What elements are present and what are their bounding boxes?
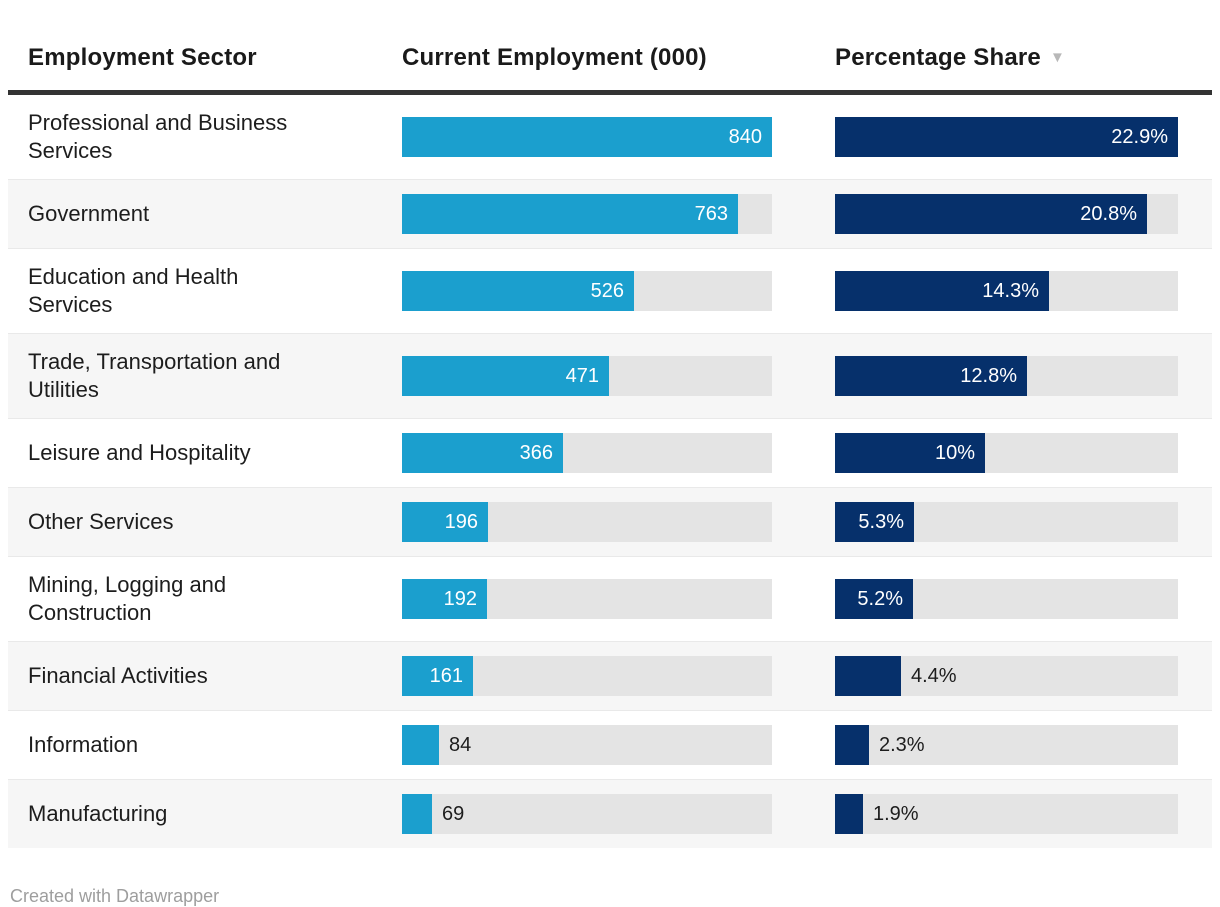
employment-bar-fill <box>402 579 487 619</box>
column-header-share[interactable]: Percentage Share ▼ <box>822 44 1212 72</box>
share-bar-track: 5.3% <box>835 502 1178 542</box>
share-bar-fill <box>835 433 985 473</box>
sort-desc-icon[interactable]: ▼ <box>1049 48 1066 66</box>
share-bar-value: 22.9% <box>1111 126 1168 148</box>
table-row: Leisure and Hospitality 366 10% <box>8 418 1212 487</box>
share-bar-track: 5.2% <box>835 579 1178 619</box>
employment-bar-fill <box>402 433 563 473</box>
table-row: Financial Activities 161 4.4% <box>8 641 1212 710</box>
employment-bar-value: 84 <box>449 734 472 756</box>
employment-bar-fill <box>402 656 473 696</box>
employment-bar-value: 763 <box>694 203 728 225</box>
share-bar-value: 2.3% <box>879 734 925 756</box>
table-row: Government 763 20.8% <box>8 179 1212 248</box>
employment-bar-track: 526 <box>402 271 772 311</box>
share-bar-track: 10% <box>835 433 1178 473</box>
employment-bar-value: 840 <box>728 126 762 148</box>
sector-label: Education and Health Services <box>28 264 239 317</box>
employment-bar-fill <box>402 356 609 396</box>
employment-bar-track: 366 <box>402 433 772 473</box>
table-row: Other Services 196 5.3% <box>8 487 1212 556</box>
share-bar-value: 5.2% <box>857 588 903 610</box>
table-row: Mining, Logging and Construction 192 5.2… <box>8 556 1212 641</box>
employment-bar-value: 471 <box>565 365 599 387</box>
sector-label: Information <box>28 732 139 757</box>
table-body: Professional and Business Services 840 2… <box>8 95 1212 848</box>
table-row: Information 84 2.3% <box>8 710 1212 779</box>
employment-bar-fill <box>402 502 488 542</box>
share-bar-track: 22.9% <box>835 117 1178 157</box>
share-bar-fill <box>835 271 1049 311</box>
share-bar-fill <box>835 656 901 696</box>
share-bar-fill <box>835 194 1147 234</box>
datawrapper-credit[interactable]: Created with Datawrapper <box>10 886 220 906</box>
employment-bar-track: 763 <box>402 194 772 234</box>
employment-bar-fill <box>402 117 772 157</box>
employment-bar-value: 196 <box>444 511 478 533</box>
table-row: Professional and Business Services 840 2… <box>8 95 1212 179</box>
sector-label: Government <box>28 201 150 226</box>
employment-bar-value: 192 <box>443 588 477 610</box>
employment-bar-track: 471 <box>402 356 772 396</box>
share-bar-fill <box>835 502 914 542</box>
table-header-row: Employment Sector Current Employment (00… <box>8 0 1212 95</box>
share-bar-track: 4.4% <box>835 656 1178 696</box>
employment-bar-track: 196 <box>402 502 772 542</box>
sector-label: Manufacturing <box>28 801 168 826</box>
employment-bar-fill <box>402 794 432 834</box>
sector-label: Leisure and Hospitality <box>28 440 251 465</box>
share-bar-fill <box>835 356 1027 396</box>
sector-label: Financial Activities <box>28 663 208 688</box>
sector-label: Professional and Business Services <box>28 110 288 163</box>
employment-table: Employment Sector Current Employment (00… <box>8 0 1212 848</box>
employment-bar-track: 84 <box>402 725 772 765</box>
employment-bar-value: 69 <box>442 803 465 825</box>
employment-bar-track: 840 <box>402 117 772 157</box>
share-bar-track: 1.9% <box>835 794 1178 834</box>
employment-bar-value: 161 <box>429 665 463 687</box>
sector-label: Mining, Logging and Construction <box>28 572 227 625</box>
share-bar-value: 4.4% <box>911 665 957 687</box>
employment-bar-track: 192 <box>402 579 772 619</box>
employment-bar-fill <box>402 194 738 234</box>
employment-bar-fill <box>402 725 439 765</box>
share-bar-value: 12.8% <box>960 365 1017 387</box>
share-bar-value: 20.8% <box>1080 203 1137 225</box>
share-bar-value: 1.9% <box>873 803 919 825</box>
sector-label: Other Services <box>28 509 174 534</box>
share-bar-fill <box>835 725 869 765</box>
share-bar-value: 5.3% <box>858 511 904 533</box>
share-bar-value: 14.3% <box>982 280 1039 302</box>
column-header-share-label: Percentage Share <box>835 44 1041 71</box>
employment-bar-track: 161 <box>402 656 772 696</box>
share-bar-fill <box>835 794 863 834</box>
column-header-employment[interactable]: Current Employment (000) <box>402 44 707 71</box>
share-bar-fill <box>835 117 1178 157</box>
column-header-sector[interactable]: Employment Sector <box>28 44 257 71</box>
table-row: Education and Health Services 526 14.3% <box>8 248 1212 333</box>
employment-bar-fill <box>402 271 634 311</box>
share-bar-track: 20.8% <box>835 194 1178 234</box>
employment-bar-track: 69 <box>402 794 772 834</box>
employment-bar-value: 526 <box>590 280 624 302</box>
table-row: Trade, Transportation and Utilities 471 … <box>8 333 1212 418</box>
share-bar-track: 12.8% <box>835 356 1178 396</box>
employment-bar-value: 366 <box>519 442 553 464</box>
share-bar-value: 10% <box>934 442 975 464</box>
sector-label: Trade, Transportation and Utilities <box>28 349 281 402</box>
share-bar-track: 2.3% <box>835 725 1178 765</box>
share-bar-fill <box>835 579 913 619</box>
table-row: Manufacturing 69 1.9% <box>8 779 1212 848</box>
share-bar-track: 14.3% <box>835 271 1178 311</box>
